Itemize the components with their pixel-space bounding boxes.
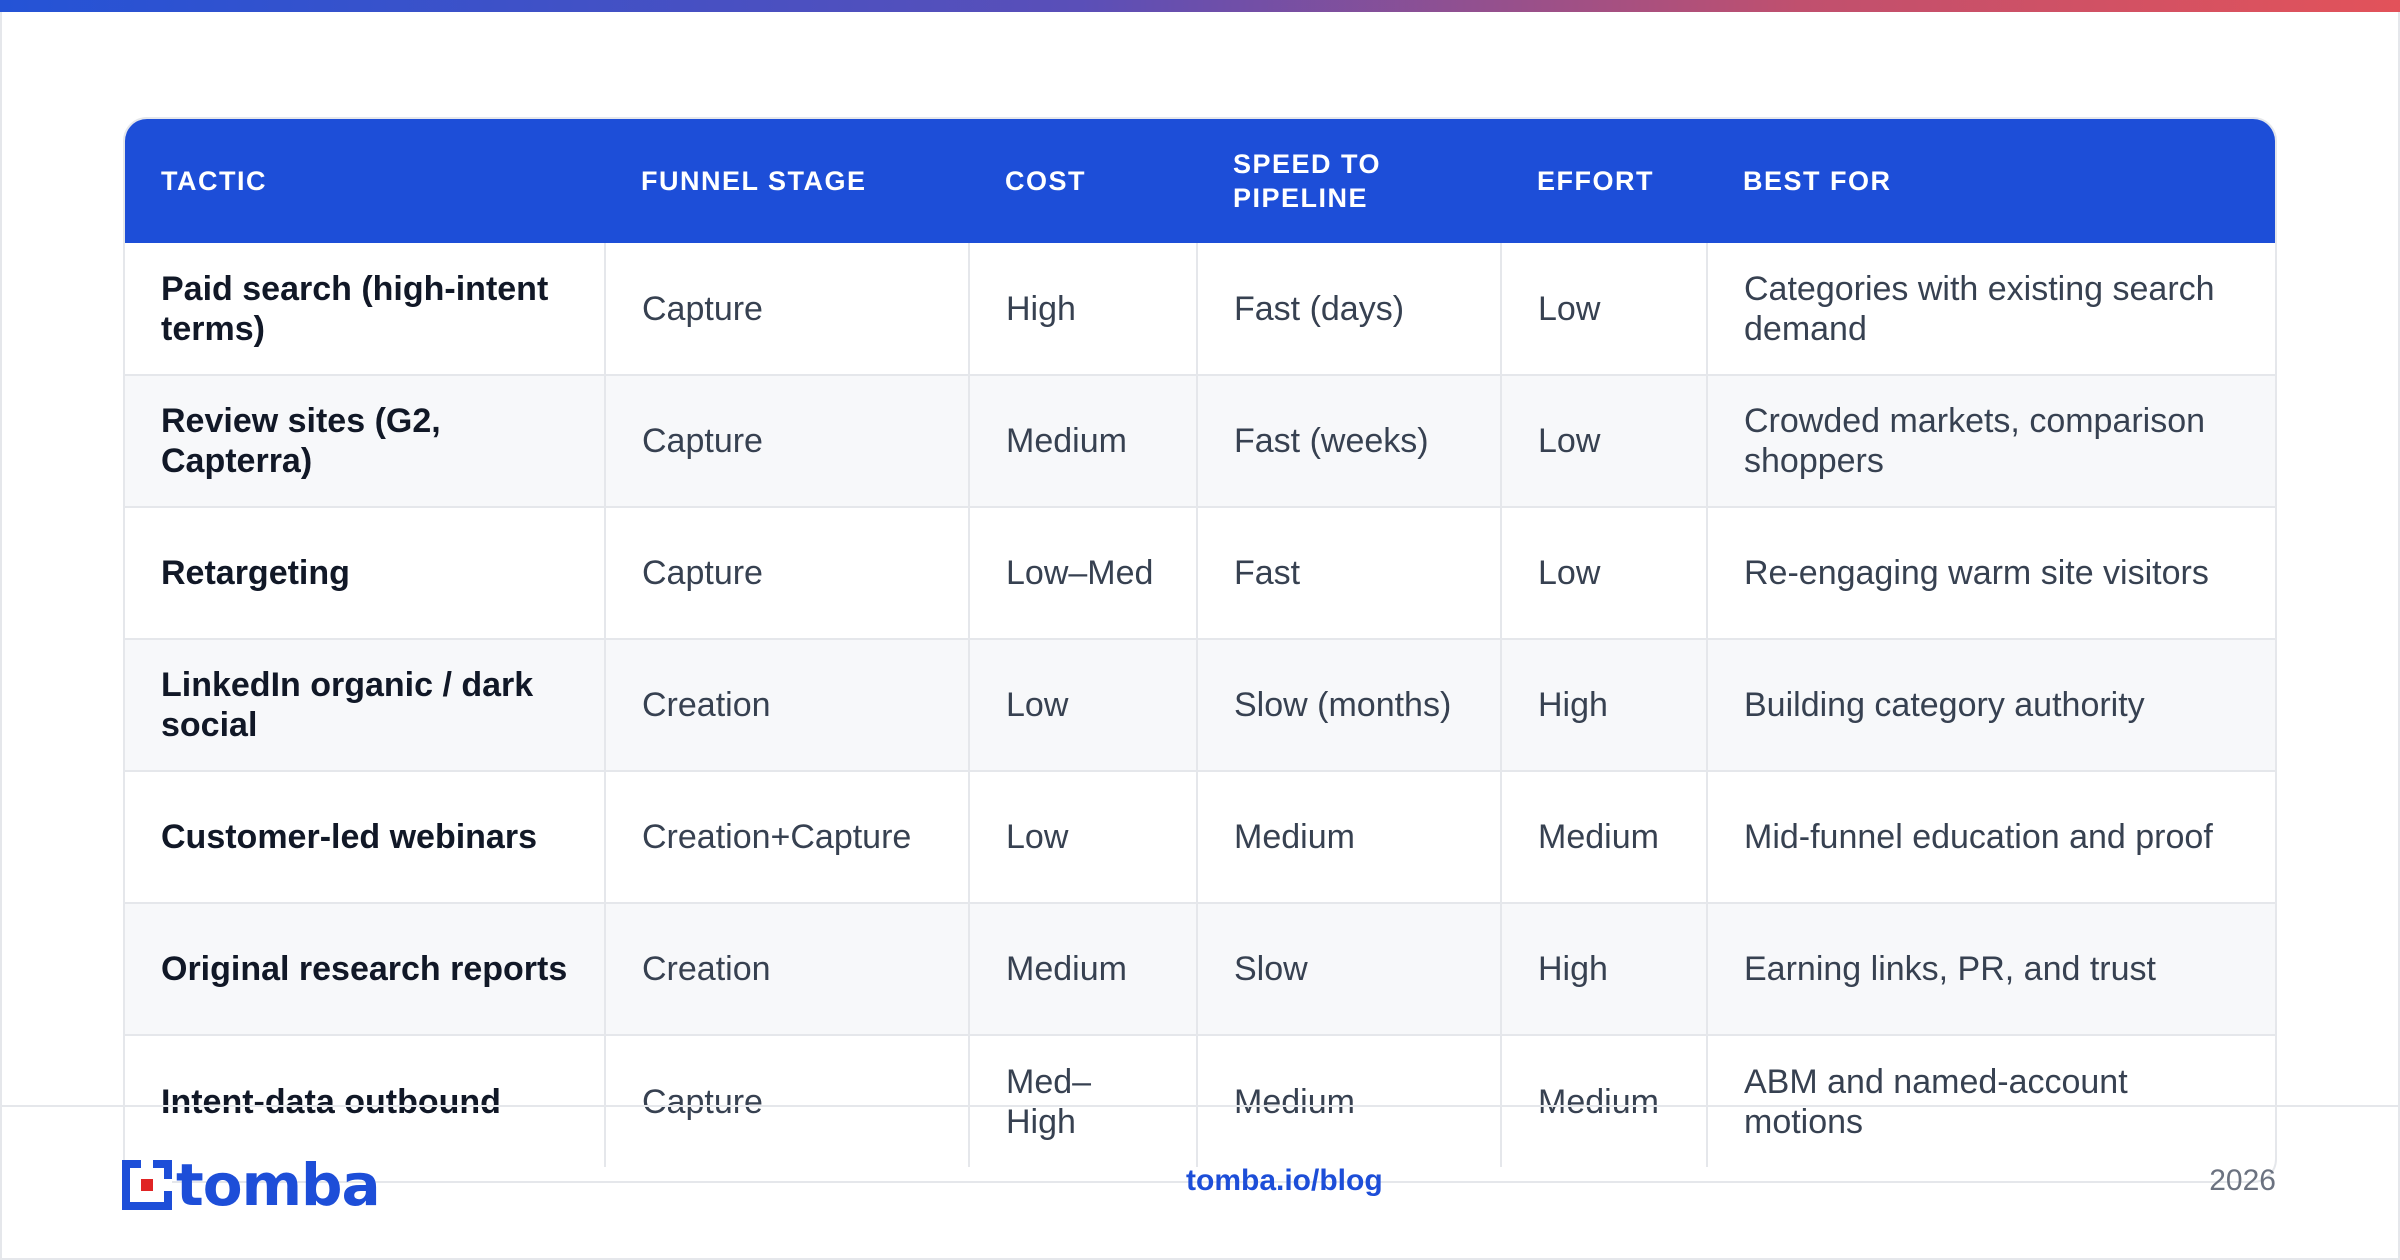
header-funnel-stage: FUNNEL STAGE xyxy=(605,119,969,243)
cell-cost: Medium xyxy=(968,374,1197,507)
cell-tactic: Intent-data outbound xyxy=(125,1034,605,1167)
cell-best-for: Categories with existing search demand xyxy=(1706,243,2275,375)
cell-speed: Medium xyxy=(1196,1034,1501,1167)
cell-speed: Fast (weeks) xyxy=(1196,374,1501,507)
cell-tactic: Customer-led webinars xyxy=(125,770,605,903)
cell-funnel-stage: Capture xyxy=(604,374,969,507)
table-row: Review sites (G2, Capterra) Capture Medium… xyxy=(125,374,2275,507)
cell-best-for: Re-engaging warm site visitors xyxy=(1706,506,2275,639)
cell-effort: Medium xyxy=(1500,1034,1707,1167)
cell-funnel-stage: Capture xyxy=(604,1034,969,1167)
cell-speed: Slow (months) xyxy=(1196,638,1501,771)
cell-funnel-stage: Capture xyxy=(604,243,969,375)
cell-tactic: Paid search (high-intent terms) xyxy=(161,269,549,348)
cell-funnel-stage: Creation+Capture xyxy=(604,770,969,903)
cell-cost: Medium xyxy=(968,902,1197,1035)
cell-best-for: Mid-funnel education and proof xyxy=(1706,770,2275,903)
cell-tactic: Review sites (G2, Capterra) xyxy=(125,374,605,507)
cell-speed: Slow xyxy=(1196,902,1501,1035)
table-row: Customer-led webinars Creation+Capture Low… xyxy=(125,770,2275,903)
cell-best-for: Building category authority xyxy=(1706,638,2275,771)
logo-wordmark: tomba xyxy=(176,1151,381,1219)
table-row: Paid search (high-intent terms) Capture Hi… xyxy=(125,243,2275,375)
table-row: Retargeting Capture Low–Med Fast Low Re-engag… xyxy=(125,506,2275,639)
cell-funnel-stage: Creation xyxy=(604,638,969,771)
comparison-table-card: TACTIC FUNNEL STAGE COST SPEED TO PIPELI… xyxy=(123,117,2277,1183)
cell-tactic: Retargeting xyxy=(125,506,605,639)
cell-tactic: Original research reports xyxy=(125,902,605,1035)
table-row: LinkedIn organic / dark social Creation Lo… xyxy=(125,638,2275,771)
header-best-for: BEST FOR xyxy=(1707,119,2275,243)
gradient-accent-bar xyxy=(0,0,2400,12)
cell-effort: High xyxy=(1500,902,1707,1035)
header-tactic: TACTIC xyxy=(125,119,605,243)
cell-tactic: LinkedIn organic / dark social xyxy=(125,638,605,771)
cell-funnel-stage: Capture xyxy=(604,506,969,639)
cell-cost: Low xyxy=(968,770,1197,903)
header-speed-to-pipeline: SPEED TO PIPELINE xyxy=(1197,119,1501,243)
cell-best-for: ABM and named-account motions xyxy=(1706,1034,2275,1167)
cell-effort: Low xyxy=(1500,243,1707,375)
footer-blog-link[interactable]: tomba.io/blog xyxy=(1186,1164,1383,1197)
cell-effort: Low xyxy=(1500,374,1707,507)
cell-best-for: Earning links, PR, and trust xyxy=(1706,902,2275,1035)
table-row: Original research reports Creation Medium S… xyxy=(125,902,2275,1035)
cell-speed: Fast (days) xyxy=(1196,243,1501,375)
footer-divider xyxy=(0,1105,2400,1107)
table-row: Intent-data outbound Capture Med–High Mediu… xyxy=(125,1034,2275,1167)
cell-best-for: Crowded markets, comparison shoppers xyxy=(1706,374,2275,507)
cell-cost: Low–Med xyxy=(968,506,1197,639)
cell-cost: Med–High xyxy=(968,1034,1197,1167)
cell-cost: Low xyxy=(968,638,1197,771)
table-header-row: TACTIC FUNNEL STAGE COST SPEED TO PIPELI… xyxy=(125,119,2275,243)
cell-cost: High xyxy=(968,243,1197,375)
header-effort: EFFORT xyxy=(1501,119,1707,243)
tomba-logo-icon xyxy=(122,1160,172,1210)
cell-effort: High xyxy=(1500,638,1707,771)
cell-speed: Medium xyxy=(1196,770,1501,903)
comparison-table: TACTIC FUNNEL STAGE COST SPEED TO PIPELI… xyxy=(125,119,2275,1167)
header-cost: COST xyxy=(969,119,1197,243)
cell-effort: Medium xyxy=(1500,770,1707,903)
tomba-logo[interactable]: tomba xyxy=(122,1151,381,1219)
cell-funnel-stage: Creation xyxy=(604,902,969,1035)
cell-effort: Low xyxy=(1500,506,1707,639)
footer-year: 2026 xyxy=(2209,1164,2276,1197)
cell-speed: Fast xyxy=(1196,506,1501,639)
